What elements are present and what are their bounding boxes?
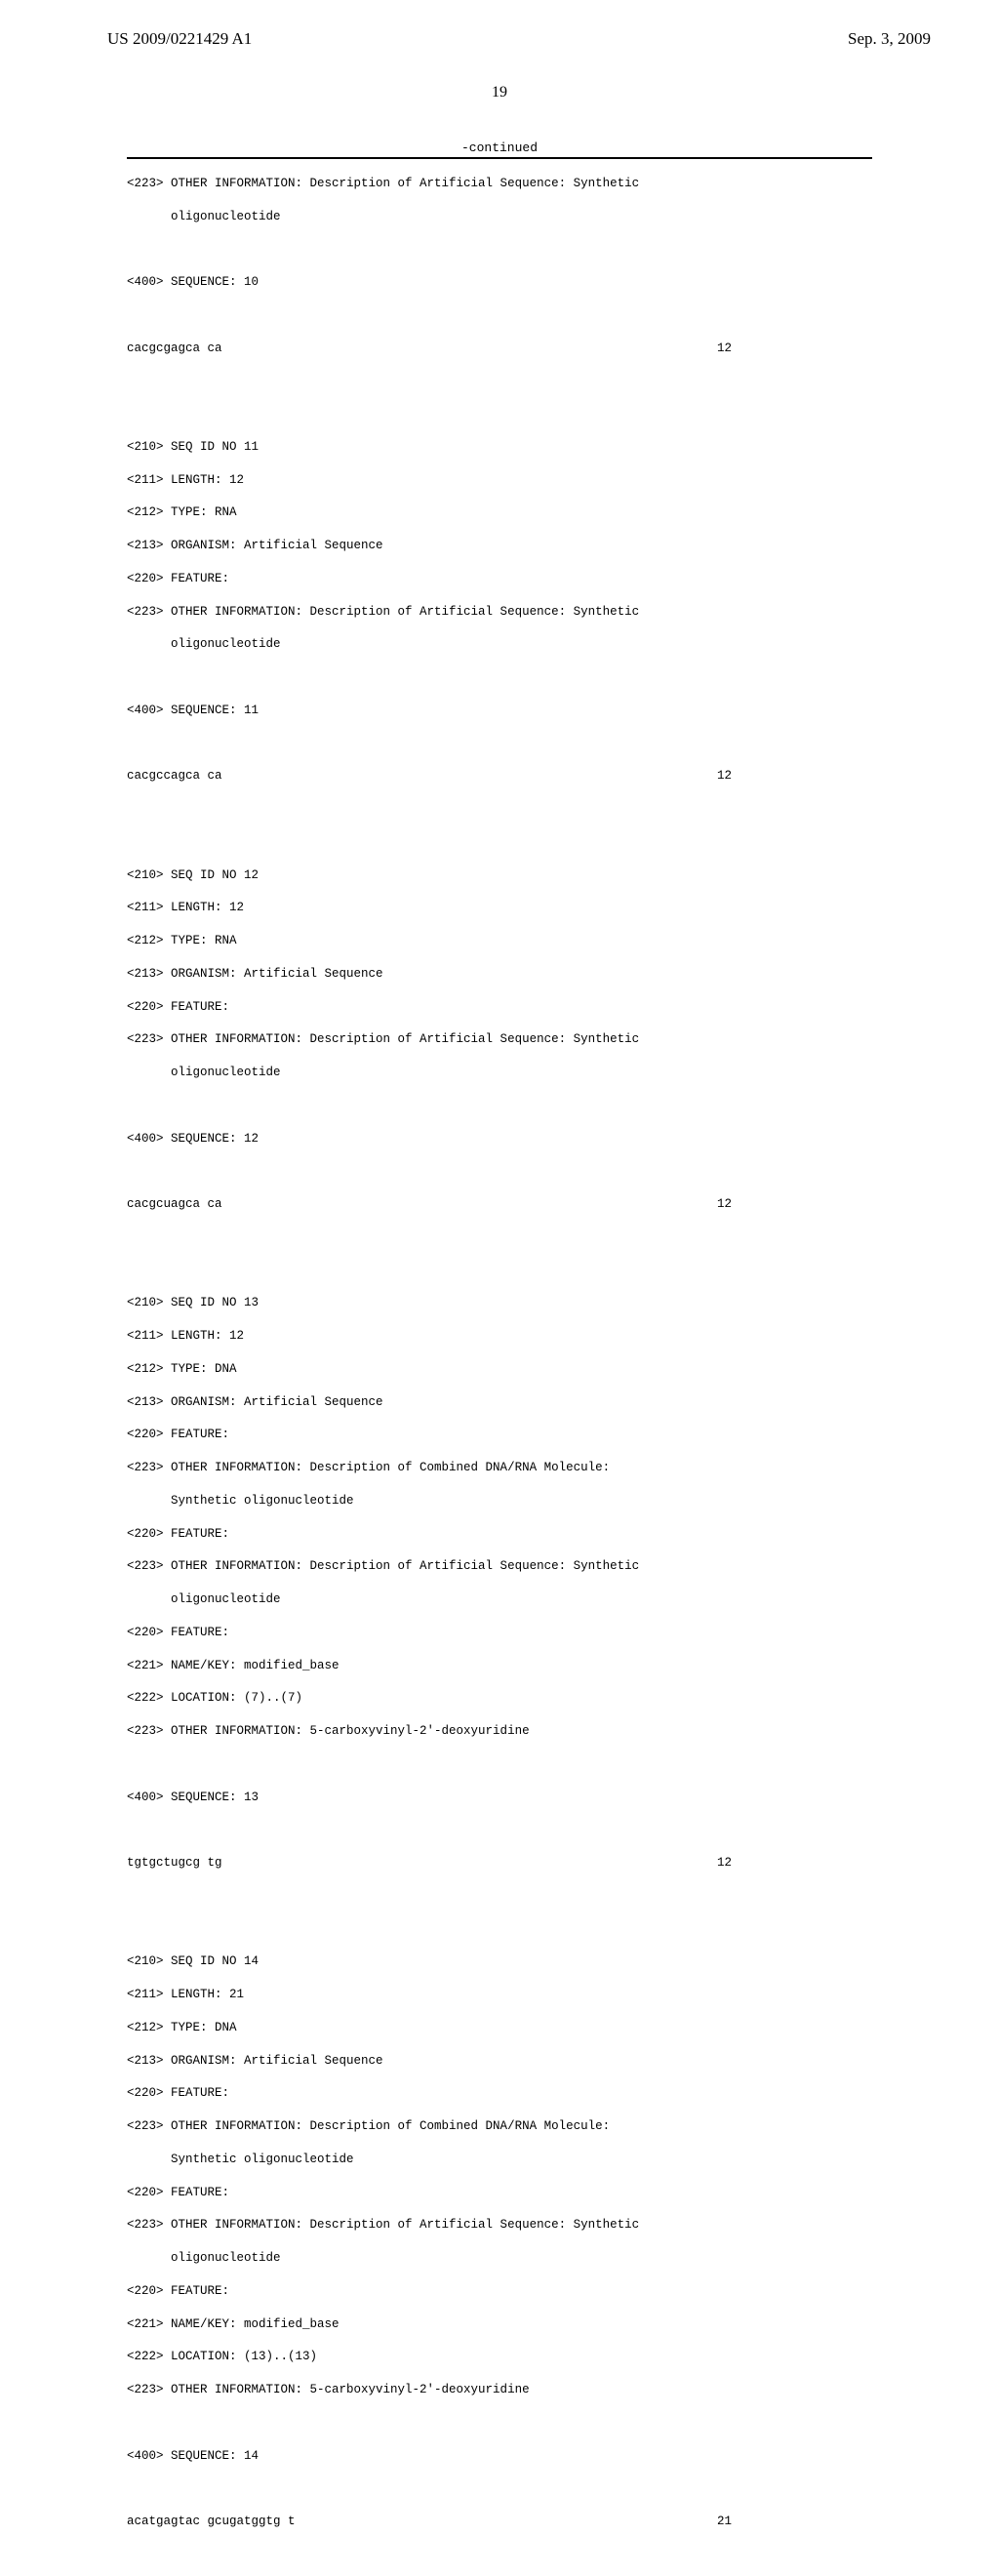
seq-line: <400> SEQUENCE: 14 [127, 2448, 872, 2465]
seq-line: <213> ORGANISM: Artificial Sequence [127, 966, 872, 983]
seq-line: oligonucleotide [127, 2250, 872, 2267]
sequence-text: cacgcgagca ca [127, 341, 222, 357]
sequence-length: 12 [717, 768, 732, 785]
blank-line [127, 1098, 872, 1114]
seq-line: oligonucleotide [127, 1591, 872, 1608]
seq-line: <210> SEQ ID NO 14 [127, 1953, 872, 1970]
seq-line: <400> SEQUENCE: 13 [127, 1790, 872, 1806]
seq-line: <223> OTHER INFORMATION: 5-carboxyvinyl-… [127, 1723, 872, 1740]
seq-line: <211> LENGTH: 12 [127, 472, 872, 489]
seq-line: <213> ORGANISM: Artificial Sequence [127, 538, 872, 554]
seq-line: <212> TYPE: DNA [127, 2020, 872, 2036]
blank-line [127, 669, 872, 686]
blank-line [127, 2547, 872, 2563]
seq-line: <220> FEATURE: [127, 2185, 872, 2201]
seq-line: <400> SEQUENCE: 11 [127, 703, 872, 719]
seq-line: <220> FEATURE: [127, 999, 872, 1016]
seq-line: <400> SEQUENCE: 12 [127, 1131, 872, 1147]
blank-line [127, 406, 872, 423]
seq-line: <211> LENGTH: 12 [127, 900, 872, 916]
seq-line: <210> SEQ ID NO 11 [127, 439, 872, 456]
sequence-row: cacgcuagca ca 12 [127, 1196, 732, 1213]
page-number: 19 [0, 84, 999, 101]
seq-line: <223> OTHER INFORMATION: Description of … [127, 1558, 872, 1575]
blank-line [127, 373, 872, 389]
seq-line: Synthetic oligonucleotide [127, 2152, 872, 2168]
blank-line [127, 1229, 872, 1246]
seq-line: <223> OTHER INFORMATION: Description of … [127, 2118, 872, 2135]
seq-line: <220> FEATURE: [127, 1625, 872, 1641]
sequence-text: acatgagtac gcugatggtg t [127, 2514, 296, 2530]
sequence-row: tgtgctugcg tg 12 [127, 1855, 732, 1872]
blank-line [127, 241, 872, 258]
blank-line [127, 1263, 872, 1279]
blank-line [127, 1163, 872, 1180]
blank-line [127, 834, 872, 851]
page-header: US 2009/0221429 A1 Sep. 3, 2009 [0, 0, 999, 57]
blank-line [127, 1921, 872, 1938]
seq-line: <222> LOCATION: (13)..(13) [127, 2349, 872, 2365]
sequence-row: cacgccagca ca 12 [127, 768, 732, 785]
seq-line: <220> FEATURE: [127, 2283, 872, 2300]
seq-line: <211> LENGTH: 21 [127, 1987, 872, 2003]
seq-line: <221> NAME/KEY: modified_base [127, 2316, 872, 2333]
blank-line [127, 1888, 872, 1905]
blank-line [127, 2480, 872, 2497]
seq-line: <220> FEATURE: [127, 1526, 872, 1543]
continued-label: -continued [0, 141, 999, 155]
sequence-row: cacgcgagca ca 12 [127, 341, 732, 357]
seq-line: <221> NAME/KEY: modified_base [127, 1658, 872, 1674]
blank-line [127, 2415, 872, 2432]
sequence-length: 12 [717, 341, 732, 357]
seq-line: <220> FEATURE: [127, 571, 872, 587]
seq-line: <220> FEATURE: [127, 2085, 872, 2102]
sequence-text: tgtgctugcg tg [127, 1855, 222, 1872]
blank-line [127, 736, 872, 752]
sequence-length: 21 [717, 2514, 732, 2530]
sequence-text: cacgccagca ca [127, 768, 222, 785]
seq-line: <212> TYPE: RNA [127, 933, 872, 949]
seq-line: <213> ORGANISM: Artificial Sequence [127, 2053, 872, 2070]
seq-line: <220> FEATURE: [127, 1427, 872, 1443]
blank-line [127, 1756, 872, 1773]
seq-line: <211> LENGTH: 12 [127, 1328, 872, 1345]
seq-line: Synthetic oligonucleotide [127, 1493, 872, 1509]
seq-line: <213> ORGANISM: Artificial Sequence [127, 1394, 872, 1411]
seq-line: <222> LOCATION: (7)..(7) [127, 1690, 872, 1707]
sequence-text: cacgcuagca ca [127, 1196, 222, 1213]
seq-line: oligonucleotide [127, 209, 872, 225]
blank-line [127, 801, 872, 818]
sequence-length: 12 [717, 1196, 732, 1213]
seq-line: <223> OTHER INFORMATION: 5-carboxyvinyl-… [127, 2382, 872, 2398]
seq-line: <223> OTHER INFORMATION: Description of … [127, 1031, 872, 1048]
seq-line: <223> OTHER INFORMATION: Description of … [127, 176, 872, 192]
sequence-listing: <223> OTHER INFORMATION: Description of … [127, 159, 872, 2576]
seq-line: oligonucleotide [127, 636, 872, 653]
seq-line: <212> TYPE: DNA [127, 1361, 872, 1378]
seq-line: <223> OTHER INFORMATION: Description of … [127, 604, 872, 621]
publication-date: Sep. 3, 2009 [848, 29, 931, 49]
seq-line: <210> SEQ ID NO 12 [127, 867, 872, 884]
sequence-length: 12 [717, 1855, 732, 1872]
publication-number: US 2009/0221429 A1 [107, 29, 252, 49]
blank-line [127, 307, 872, 324]
seq-line: <212> TYPE: RNA [127, 504, 872, 521]
blank-line [127, 1822, 872, 1838]
seq-line: <223> OTHER INFORMATION: Description of … [127, 1460, 872, 1476]
seq-line: <400> SEQUENCE: 10 [127, 274, 872, 291]
seq-line: oligonucleotide [127, 1065, 872, 1081]
seq-line: <210> SEQ ID NO 13 [127, 1295, 872, 1311]
seq-line: <223> OTHER INFORMATION: Description of … [127, 2217, 872, 2234]
sequence-row: acatgagtac gcugatggtg t 21 [127, 2514, 732, 2530]
